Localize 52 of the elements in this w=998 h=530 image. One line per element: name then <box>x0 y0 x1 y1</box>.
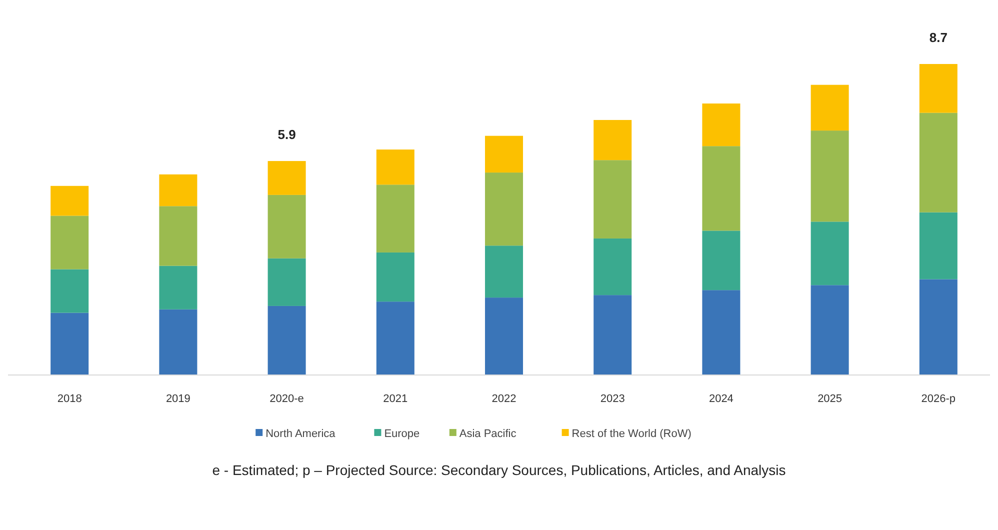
legend-label: Asia Pacific <box>459 428 517 440</box>
bar <box>50 312 89 375</box>
bar <box>268 258 306 306</box>
bar <box>919 112 958 212</box>
bar <box>50 269 89 313</box>
bar <box>810 222 849 286</box>
x-tick-label: 2018 <box>57 393 82 405</box>
bar <box>702 290 740 375</box>
bar <box>484 172 524 246</box>
bar <box>594 160 632 238</box>
bar <box>919 64 958 113</box>
bar <box>268 194 306 258</box>
bar <box>484 246 524 298</box>
bar <box>919 212 958 280</box>
x-tick-label: 2026-p <box>921 393 956 405</box>
x-tick-label: 2025 <box>818 393 842 405</box>
bar <box>159 266 198 310</box>
bar <box>159 174 198 206</box>
bar <box>810 84 849 131</box>
bar <box>702 146 740 231</box>
bar <box>594 238 632 296</box>
legend-label: North America <box>266 428 336 440</box>
bar <box>702 103 740 146</box>
bar <box>50 216 89 270</box>
bar <box>376 252 414 302</box>
x-tick-label: 2019 <box>166 393 190 405</box>
bar <box>484 298 524 375</box>
annotation: 5.9 <box>278 127 296 142</box>
x-tick-label: 2022 <box>492 393 516 405</box>
bar <box>159 206 198 266</box>
x-tick-label: 2023 <box>600 393 625 405</box>
x-tick-label: 2021 <box>383 393 408 405</box>
bar <box>376 150 414 185</box>
bar <box>810 285 849 375</box>
bar <box>268 306 306 375</box>
legend-label: Europe <box>384 428 420 440</box>
x-tick-label: 2020-e <box>270 393 304 405</box>
x-tick-label: 2024 <box>708 393 734 405</box>
text: e - Estimated; p – Projected Source: Secondary Sources, Publications, Articles, and Analysis <box>212 462 786 478</box>
bar <box>810 130 849 222</box>
bar <box>919 279 958 375</box>
bar <box>702 230 740 290</box>
legend-label: Rest of the World (RoW) <box>572 428 692 440</box>
bar <box>50 186 89 216</box>
bar <box>376 184 414 252</box>
bar <box>159 309 198 375</box>
bar <box>594 120 632 160</box>
bar <box>376 302 414 375</box>
annotation: 8.7 <box>929 30 948 45</box>
bar <box>268 161 306 195</box>
bar <box>484 136 524 173</box>
bar <box>594 295 632 375</box>
